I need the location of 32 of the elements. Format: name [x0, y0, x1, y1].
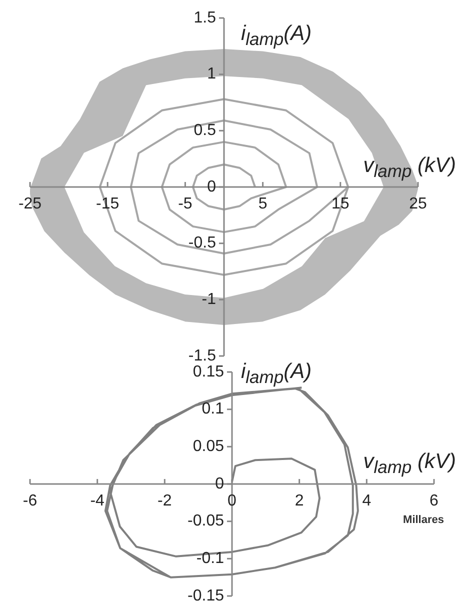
x-tick-label: 0 [228, 492, 237, 510]
y-tick-label: -0.1 [196, 550, 224, 568]
x-axis-title: v$_{lamp}$ (kV) [363, 154, 456, 182]
x-tick-label: -6 [22, 492, 38, 510]
x-tick-label: -4 [90, 492, 105, 510]
x-axis-title: v$_{lamp}$ (kV) [363, 450, 456, 478]
y-tick-label: -0.15 [188, 587, 224, 604]
y-tick-label: -0.05 [188, 512, 224, 530]
y-tick-label: 1 [207, 66, 216, 83]
x-tick-label: -25 [18, 195, 42, 212]
y-tick-label: 0.5 [194, 122, 216, 140]
y-axis-title: i$_{lamp}$(A) [241, 360, 312, 388]
x-tick-label: 2 [294, 492, 304, 510]
x-tick-label: 4 [362, 492, 372, 510]
y-tick-label: 0 [215, 475, 224, 492]
x-tick-label: 5 [258, 195, 268, 212]
y-tick-label: 0 [207, 178, 216, 196]
y-tick-label: -0.5 [188, 234, 216, 252]
y-tick-label: -1.5 [188, 347, 216, 364]
y-tick-label: -1 [202, 291, 216, 308]
y-axis-title: i$_{lamp}$(A) [241, 22, 312, 50]
x-tick-label: 15 [332, 195, 350, 212]
x-tick-label: 6 [430, 492, 439, 510]
y-tick-label: 0.1 [202, 400, 224, 418]
annotation: Millares [403, 514, 444, 526]
y-tick-label: 0.05 [192, 438, 224, 456]
x-tick-label: 25 [409, 195, 427, 212]
x-tick-label: -2 [158, 492, 172, 510]
y-tick-label: 1.5 [194, 9, 216, 26]
x-tick-label: -15 [96, 195, 120, 212]
y-tick-label: 0.15 [192, 363, 224, 380]
x-tick-label: -5 [178, 195, 192, 212]
